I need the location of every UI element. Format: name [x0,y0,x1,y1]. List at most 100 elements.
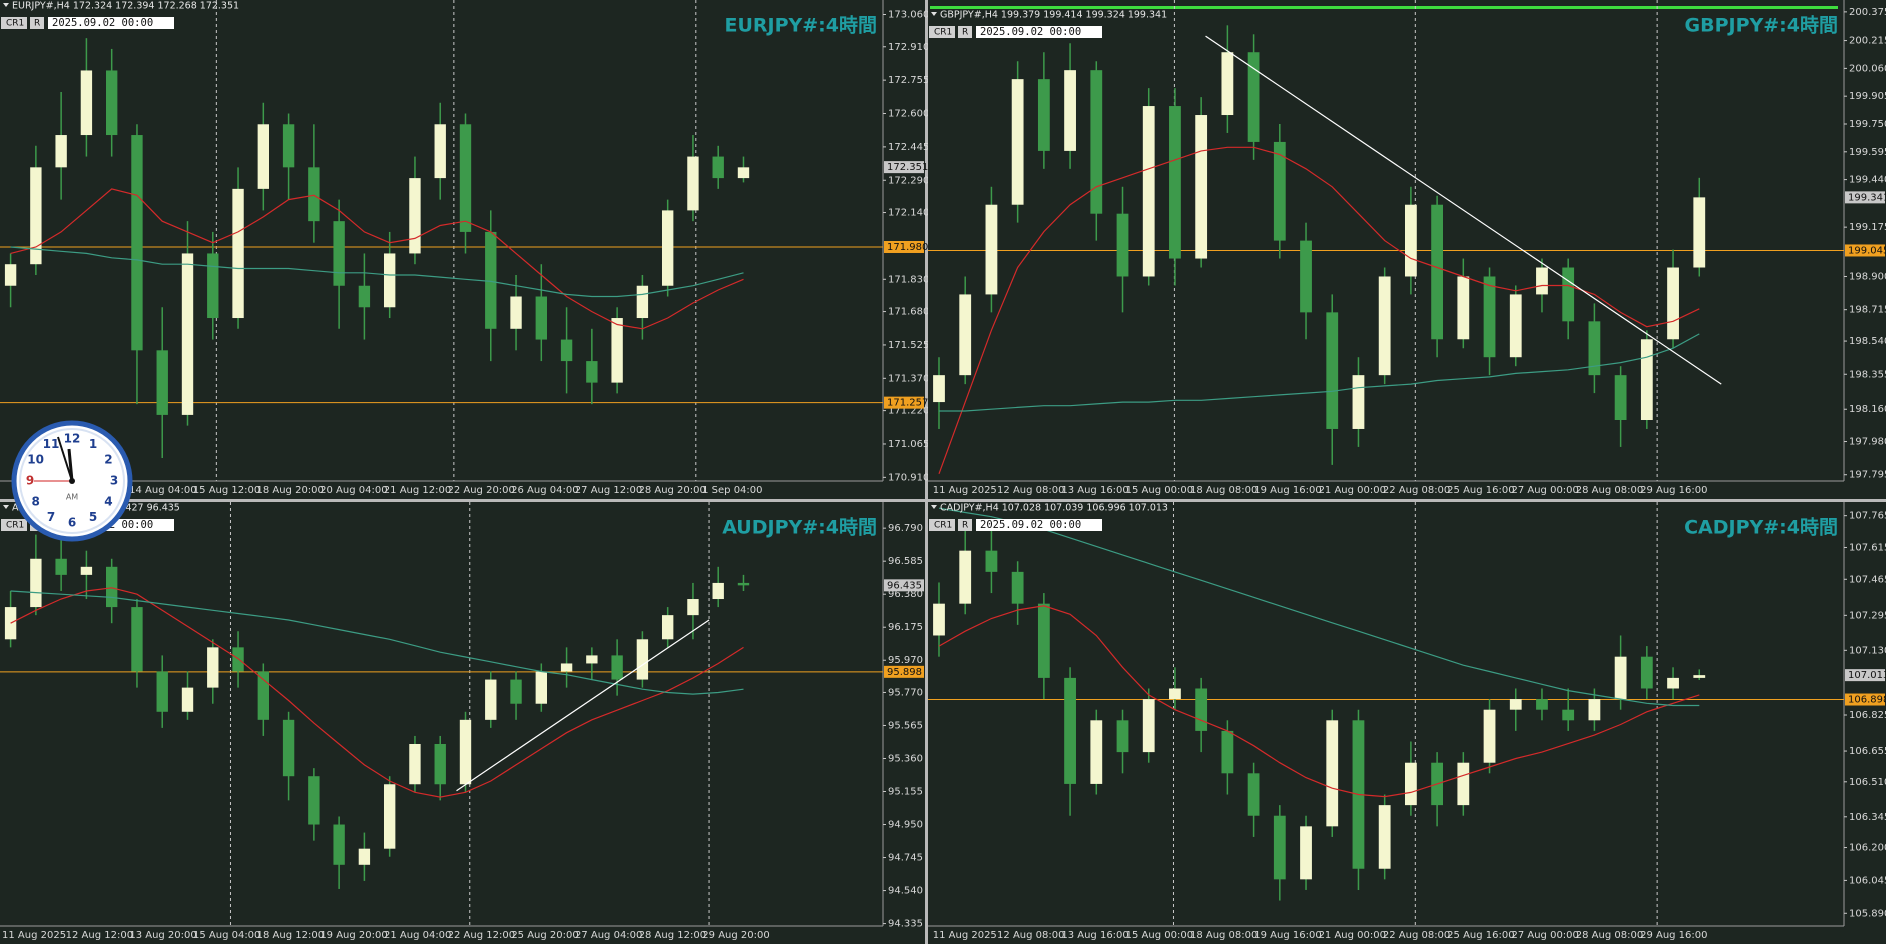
y-tick-label: 96.585 [888,556,923,567]
last-price-label: 107.013 [1848,670,1886,681]
x-tick-label: 22 Aug 20:00 [447,485,514,496]
minute-hand [57,436,73,482]
y-tick-label: 197.980 [1849,437,1886,448]
button-label[interactable]: R [962,28,968,38]
candle-body [1247,773,1260,816]
candle-body [1221,52,1234,116]
y-tick-label: 95.155 [888,787,923,798]
x-tick-label: 22 Aug 08:00 [1383,485,1450,496]
y-tick-label: 94.335 [888,919,923,930]
candle-body [611,655,623,680]
chart-title: AUDJPY#:4時間 [722,517,877,539]
y-tick-label: 172.140 [888,208,929,219]
hour-hand [67,448,74,482]
date-box[interactable] [48,17,174,29]
candle-body [1064,70,1076,151]
candle-body [80,566,93,575]
level-label: 106.898 [1848,695,1886,706]
candle-body [485,679,497,720]
clock-number: 1 [89,437,97,451]
candle-body [358,285,371,308]
button-label[interactable]: CR1 [934,28,952,38]
x-tick-label: 18 Aug 12:00 [257,930,324,941]
candle-body [1273,815,1286,880]
button-bg[interactable] [1,519,27,531]
chart-header: EURJPY#,H4 172.324 172.394 172.268 172.3… [12,1,239,12]
date-label[interactable]: 2025.09.02 00:00 [980,26,1081,38]
x-tick-label: 11 Aug 2025 [933,930,997,941]
candle-body [383,784,396,849]
date-label[interactable]: 2025.09.02 00:00 [52,17,153,29]
button-label[interactable]: CR1 [6,19,24,29]
candle-body [560,663,573,672]
candle-body [687,599,699,616]
clock-number: 2 [104,453,112,467]
candle-body [358,848,371,865]
candle-body [232,188,244,319]
chart-panel: 200.375 200.215 200.060 199.905 199.750 199.5… [928,0,1886,499]
moving-average [939,333,1700,412]
button-bg[interactable] [30,17,44,29]
candle-body [712,156,724,179]
y-tick-label: 198.160 [1849,404,1886,415]
x-tick-label: 21 Aug 00:00 [1319,485,1386,496]
button-bg[interactable] [958,26,972,38]
active-bar [930,6,1838,9]
candle-body [985,550,998,572]
candle-body [1116,720,1129,753]
x-tick-label: 13 Aug 16:00 [1061,485,1128,496]
date-label[interactable]: 2025.09.02 00:00 [980,519,1081,531]
candle-body [1221,730,1234,774]
trendline [1205,35,1722,385]
y-tick-label: 96.790 [888,523,923,534]
x-tick-label: 25 Aug 16:00 [1447,485,1514,496]
moving-average [10,246,744,298]
candle-body [661,210,674,286]
candle-body [933,603,945,636]
button-label[interactable]: R [34,19,40,29]
clock-label: AM [66,493,78,502]
x-tick-label: 18 Aug 08:00 [1190,930,1257,941]
button-bg[interactable] [929,519,955,531]
candle-body [409,178,421,254]
x-tick-label: 13 Aug 20:00 [129,930,196,941]
candle-body [636,285,649,319]
clock-number: 4 [104,495,112,509]
y-tick-label: 172.600 [888,109,929,120]
button-label[interactable]: CR1 [6,521,24,531]
last-price-label: 172.351 [887,162,928,173]
candle-body [1247,52,1260,142]
y-tick-label: 107.465 [1849,574,1886,585]
date-box[interactable] [976,519,1102,531]
level-label: 95.898 [887,667,922,678]
button-bg[interactable] [929,26,955,38]
x-tick-label: 22 Aug 08:00 [1383,930,1450,941]
x-tick-label: 20 Aug 04:00 [320,485,387,496]
clock-number: 9 [26,474,34,488]
y-tick-label: 171.830 [888,274,929,285]
button-bg[interactable] [1,17,27,29]
candle-body [985,204,998,295]
candle-body [1562,267,1575,322]
candle-body [1064,677,1076,784]
clock-number: 7 [47,510,55,524]
candle-body [282,719,295,777]
chart-header: CADJPY#,H4 107.028 107.039 106.996 107.0… [940,503,1168,514]
candle-body [510,679,522,704]
x-tick-label: 14 Aug 04:00 [129,485,196,496]
y-tick-label: 200.060 [1849,63,1886,74]
candle-body [1509,699,1522,710]
button-label[interactable]: CR1 [934,521,952,531]
candle-body [1273,141,1286,241]
x-tick-label: 27 Aug 04:00 [575,930,642,941]
button-bg[interactable] [958,519,972,531]
candle-body [535,296,547,340]
candle-body [560,339,573,362]
y-tick-label: 171.065 [888,439,929,450]
candle-body [1090,720,1103,784]
date-box[interactable] [976,26,1102,38]
y-tick-label: 200.215 [1849,36,1886,47]
y-tick-label: 95.770 [888,687,923,698]
button-label[interactable]: R [962,521,968,531]
candle-body [333,221,345,286]
